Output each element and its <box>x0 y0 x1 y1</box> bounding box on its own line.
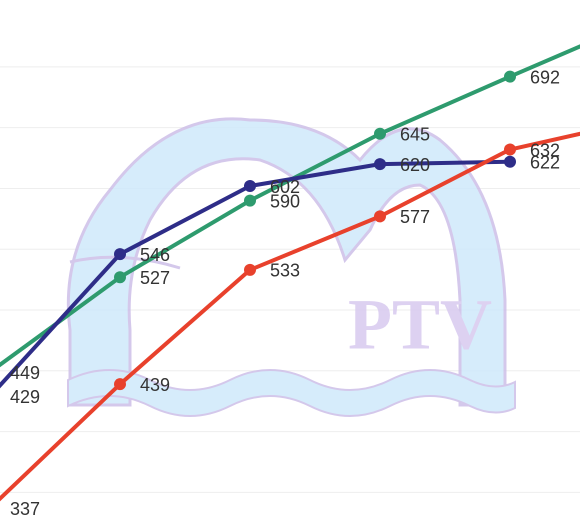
series-line <box>0 131 580 502</box>
point <box>374 210 386 223</box>
point <box>244 180 256 193</box>
point <box>374 158 386 171</box>
data-label: 620 <box>400 155 430 175</box>
data-label: 337 <box>10 499 40 519</box>
data-label: 546 <box>140 245 170 265</box>
data-label: 429 <box>10 387 40 407</box>
point <box>504 143 516 156</box>
point <box>114 271 126 284</box>
data-label: 439 <box>140 375 170 395</box>
point <box>504 70 516 83</box>
series-line <box>0 44 580 368</box>
point <box>114 248 126 261</box>
data-label: 645 <box>400 124 430 144</box>
data-label: 449 <box>10 363 40 383</box>
data-label: 590 <box>270 191 300 211</box>
point <box>244 194 256 207</box>
watermark-text: PTV <box>348 285 492 365</box>
data-label: 533 <box>270 261 300 281</box>
watermark: PTV <box>66 117 516 417</box>
data-label: 692 <box>530 67 560 87</box>
data-label: 577 <box>400 207 430 227</box>
data-label: 632 <box>530 140 560 160</box>
point <box>374 127 386 140</box>
point <box>504 155 516 168</box>
data-label: 527 <box>140 268 170 288</box>
point <box>114 378 126 391</box>
data-label: 622 <box>530 152 560 172</box>
point <box>244 263 256 276</box>
data-label: 602 <box>270 177 300 197</box>
